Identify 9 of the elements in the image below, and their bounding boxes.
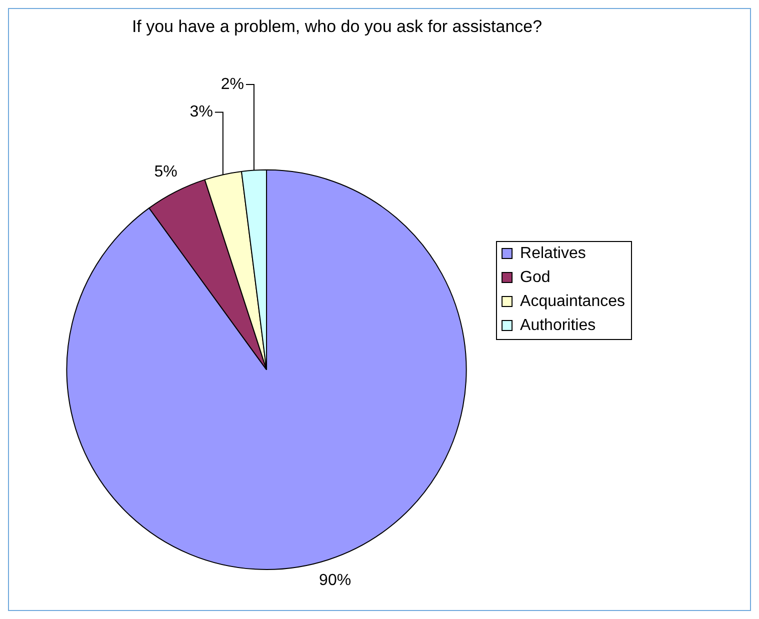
data-label: 2% [220, 76, 244, 93]
chart-title: If you have a problem, who do you ask for assistance? [132, 16, 542, 36]
legend-label: Relatives [520, 244, 586, 262]
legend-label: Authorities [520, 316, 596, 334]
data-label: 5% [154, 163, 178, 180]
data-label: 3% [190, 104, 213, 121]
legend-label: Acquaintances [520, 292, 626, 310]
data-label: 90% [319, 572, 352, 590]
legend-label: God [520, 268, 550, 286]
